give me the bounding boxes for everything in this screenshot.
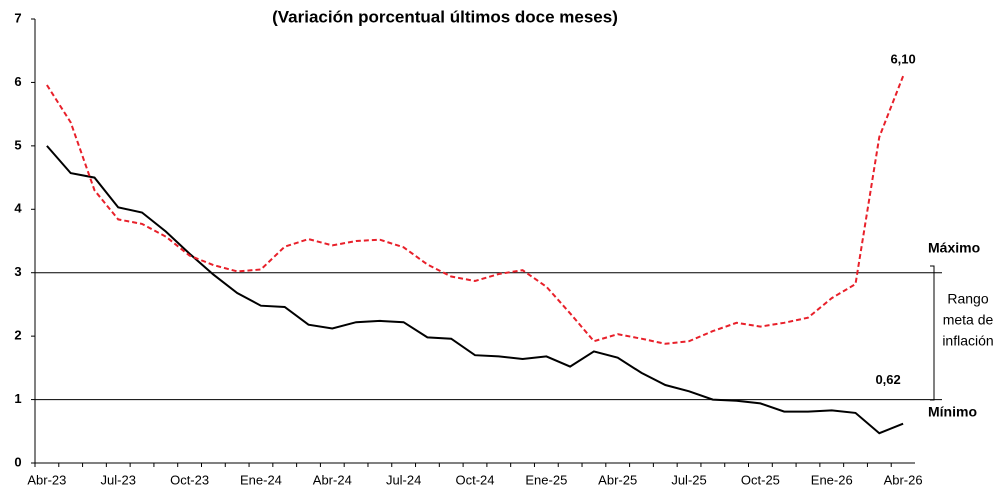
y-tick-label: 0: [14, 454, 21, 469]
x-tick-label: Jul-25: [671, 472, 706, 487]
y-tick-label: 3: [14, 264, 21, 279]
x-tick-label: Abr-24: [313, 472, 352, 487]
reference-label: Máximo: [928, 239, 980, 255]
x-tick-label: Ene-26: [811, 472, 853, 487]
x-tick-label: Ene-24: [240, 472, 282, 487]
x-tick-label: Ene-25: [525, 472, 567, 487]
y-tick-label: 2: [14, 328, 21, 343]
x-tick-label: Jul-23: [101, 472, 136, 487]
x-tick-label: Abr-23: [27, 472, 66, 487]
range-label: meta de: [943, 312, 994, 328]
series-line: [46, 145, 904, 435]
y-tick-label: 7: [14, 10, 21, 25]
y-tick-label: 6: [14, 74, 21, 89]
y-tick-label: 4: [14, 201, 22, 216]
series-line: [46, 75, 905, 345]
value-label: 6,10: [890, 52, 915, 67]
x-tick-label: Jul-24: [386, 472, 421, 487]
value-label: 0,62: [875, 372, 900, 387]
chart-title: (Variación porcentual últimos doce meses…: [272, 7, 618, 26]
x-tick-label: Oct-25: [741, 472, 780, 487]
range-label: Rango: [947, 291, 988, 307]
y-tick-label: 5: [14, 137, 21, 152]
x-tick-label: Abr-25: [598, 472, 637, 487]
range-bracket: [930, 265, 935, 401]
x-tick-label: Abr-26: [884, 472, 923, 487]
range-label: inflación: [942, 333, 993, 349]
x-tick-label: Oct-24: [455, 472, 494, 487]
y-tick-label: 1: [14, 391, 21, 406]
x-tick-label: Oct-23: [170, 472, 209, 487]
reference-label: Mínimo: [928, 403, 977, 419]
